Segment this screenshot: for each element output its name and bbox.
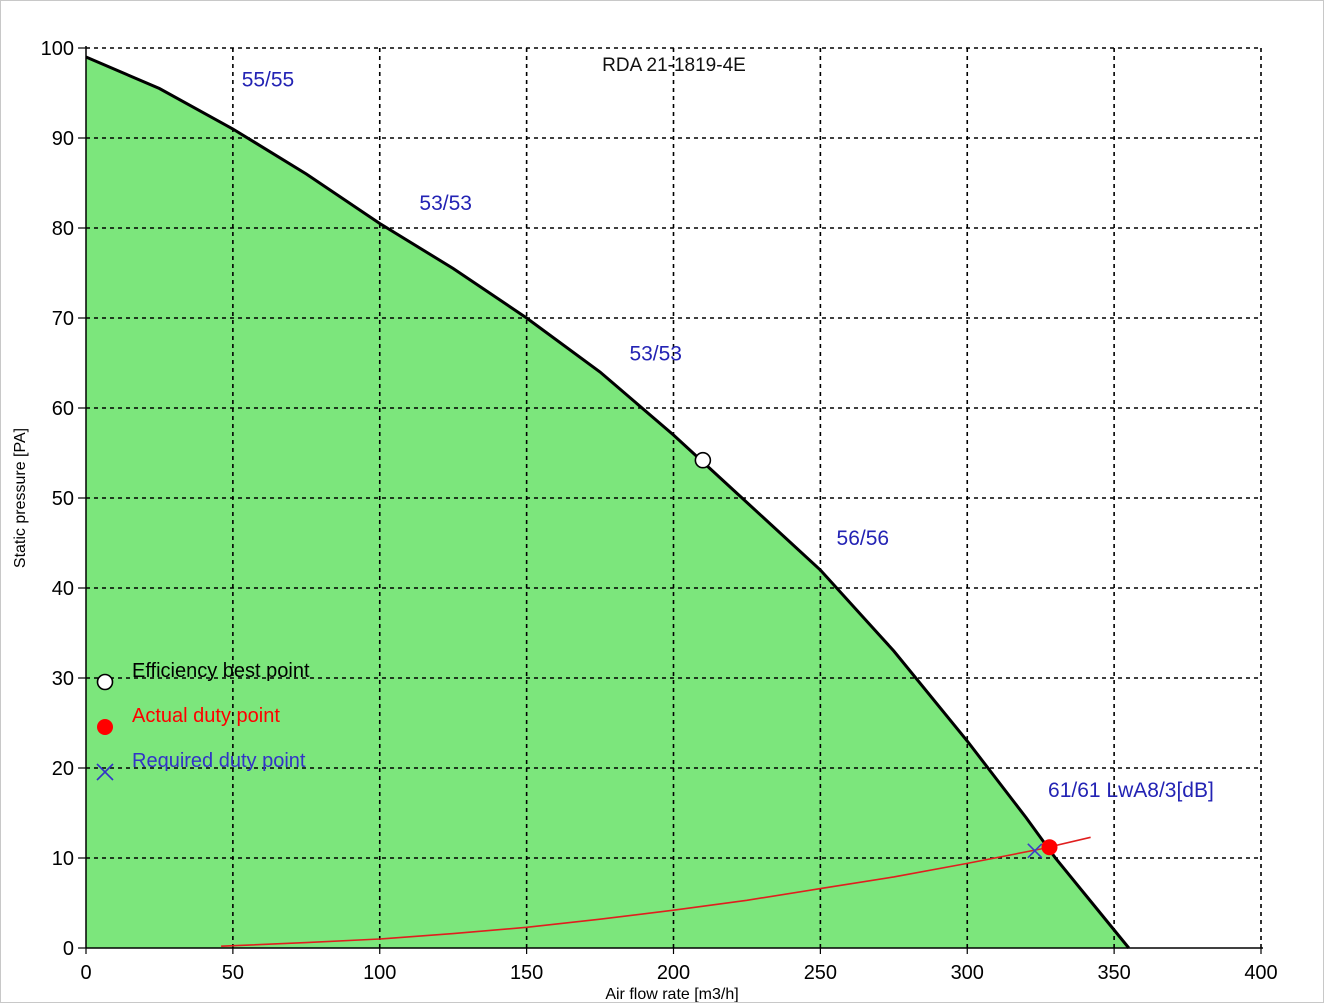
- y-tick-label: 50: [52, 488, 74, 510]
- chart-title: RDA 21-1819-4E: [602, 55, 746, 76]
- legend-label: Efficiency best point: [132, 660, 310, 682]
- sound-level-annotation: 53/53: [419, 192, 472, 215]
- y-tick-label: 30: [52, 668, 74, 690]
- fan-curve-line: [85, 55, 1130, 949]
- sound-level-annotation: 56/56: [837, 527, 890, 550]
- required-duty-point-marker: [1027, 843, 1043, 859]
- x-tick-label: 100: [363, 962, 396, 984]
- x-tick-label: 150: [510, 962, 543, 984]
- legend-actual-duty-marker: [97, 719, 113, 735]
- operating-area-fill: [86, 57, 1129, 948]
- x-tick-label: 200: [657, 962, 690, 984]
- y-axis-title: Static pressure [PA]: [12, 428, 29, 568]
- actual-duty-point-marker: [1041, 839, 1058, 856]
- y-tick-label: 70: [52, 308, 74, 330]
- x-tick-label: 250: [804, 962, 837, 984]
- efficiency-best-point-marker: [694, 451, 712, 469]
- y-tick-label: 10: [52, 848, 74, 870]
- x-tick-label: 300: [951, 962, 984, 984]
- x-tick-label: 350: [1097, 962, 1130, 984]
- x-tick-label: 400: [1244, 962, 1277, 984]
- x-tick-label: 50: [222, 962, 244, 984]
- y-tick-label: 100: [41, 38, 74, 60]
- y-tick-label: 80: [52, 218, 74, 240]
- y-tick-label: 20: [52, 758, 74, 780]
- legend-efficiency-marker: [96, 673, 114, 691]
- sound-level-annotation: 53/53: [629, 342, 682, 365]
- system-curve-line: [221, 836, 1091, 947]
- legend-label: Required duty point: [132, 750, 306, 772]
- y-tick-label: 40: [52, 578, 74, 600]
- x-tick-label: 0: [80, 962, 91, 984]
- y-tick-label: 60: [52, 398, 74, 420]
- legend-required-duty-marker: [96, 763, 114, 781]
- y-tick-label: 90: [52, 128, 74, 150]
- sound-level-annotation: 55/55: [242, 69, 295, 92]
- x-axis-title: Air flow rate [m3/h]: [605, 986, 738, 1002]
- sound-level-annotation: 61/61 LwA8/3[dB]: [1048, 779, 1214, 802]
- y-tick-label: 0: [63, 938, 74, 960]
- legend-label: Actual duty point: [132, 705, 280, 727]
